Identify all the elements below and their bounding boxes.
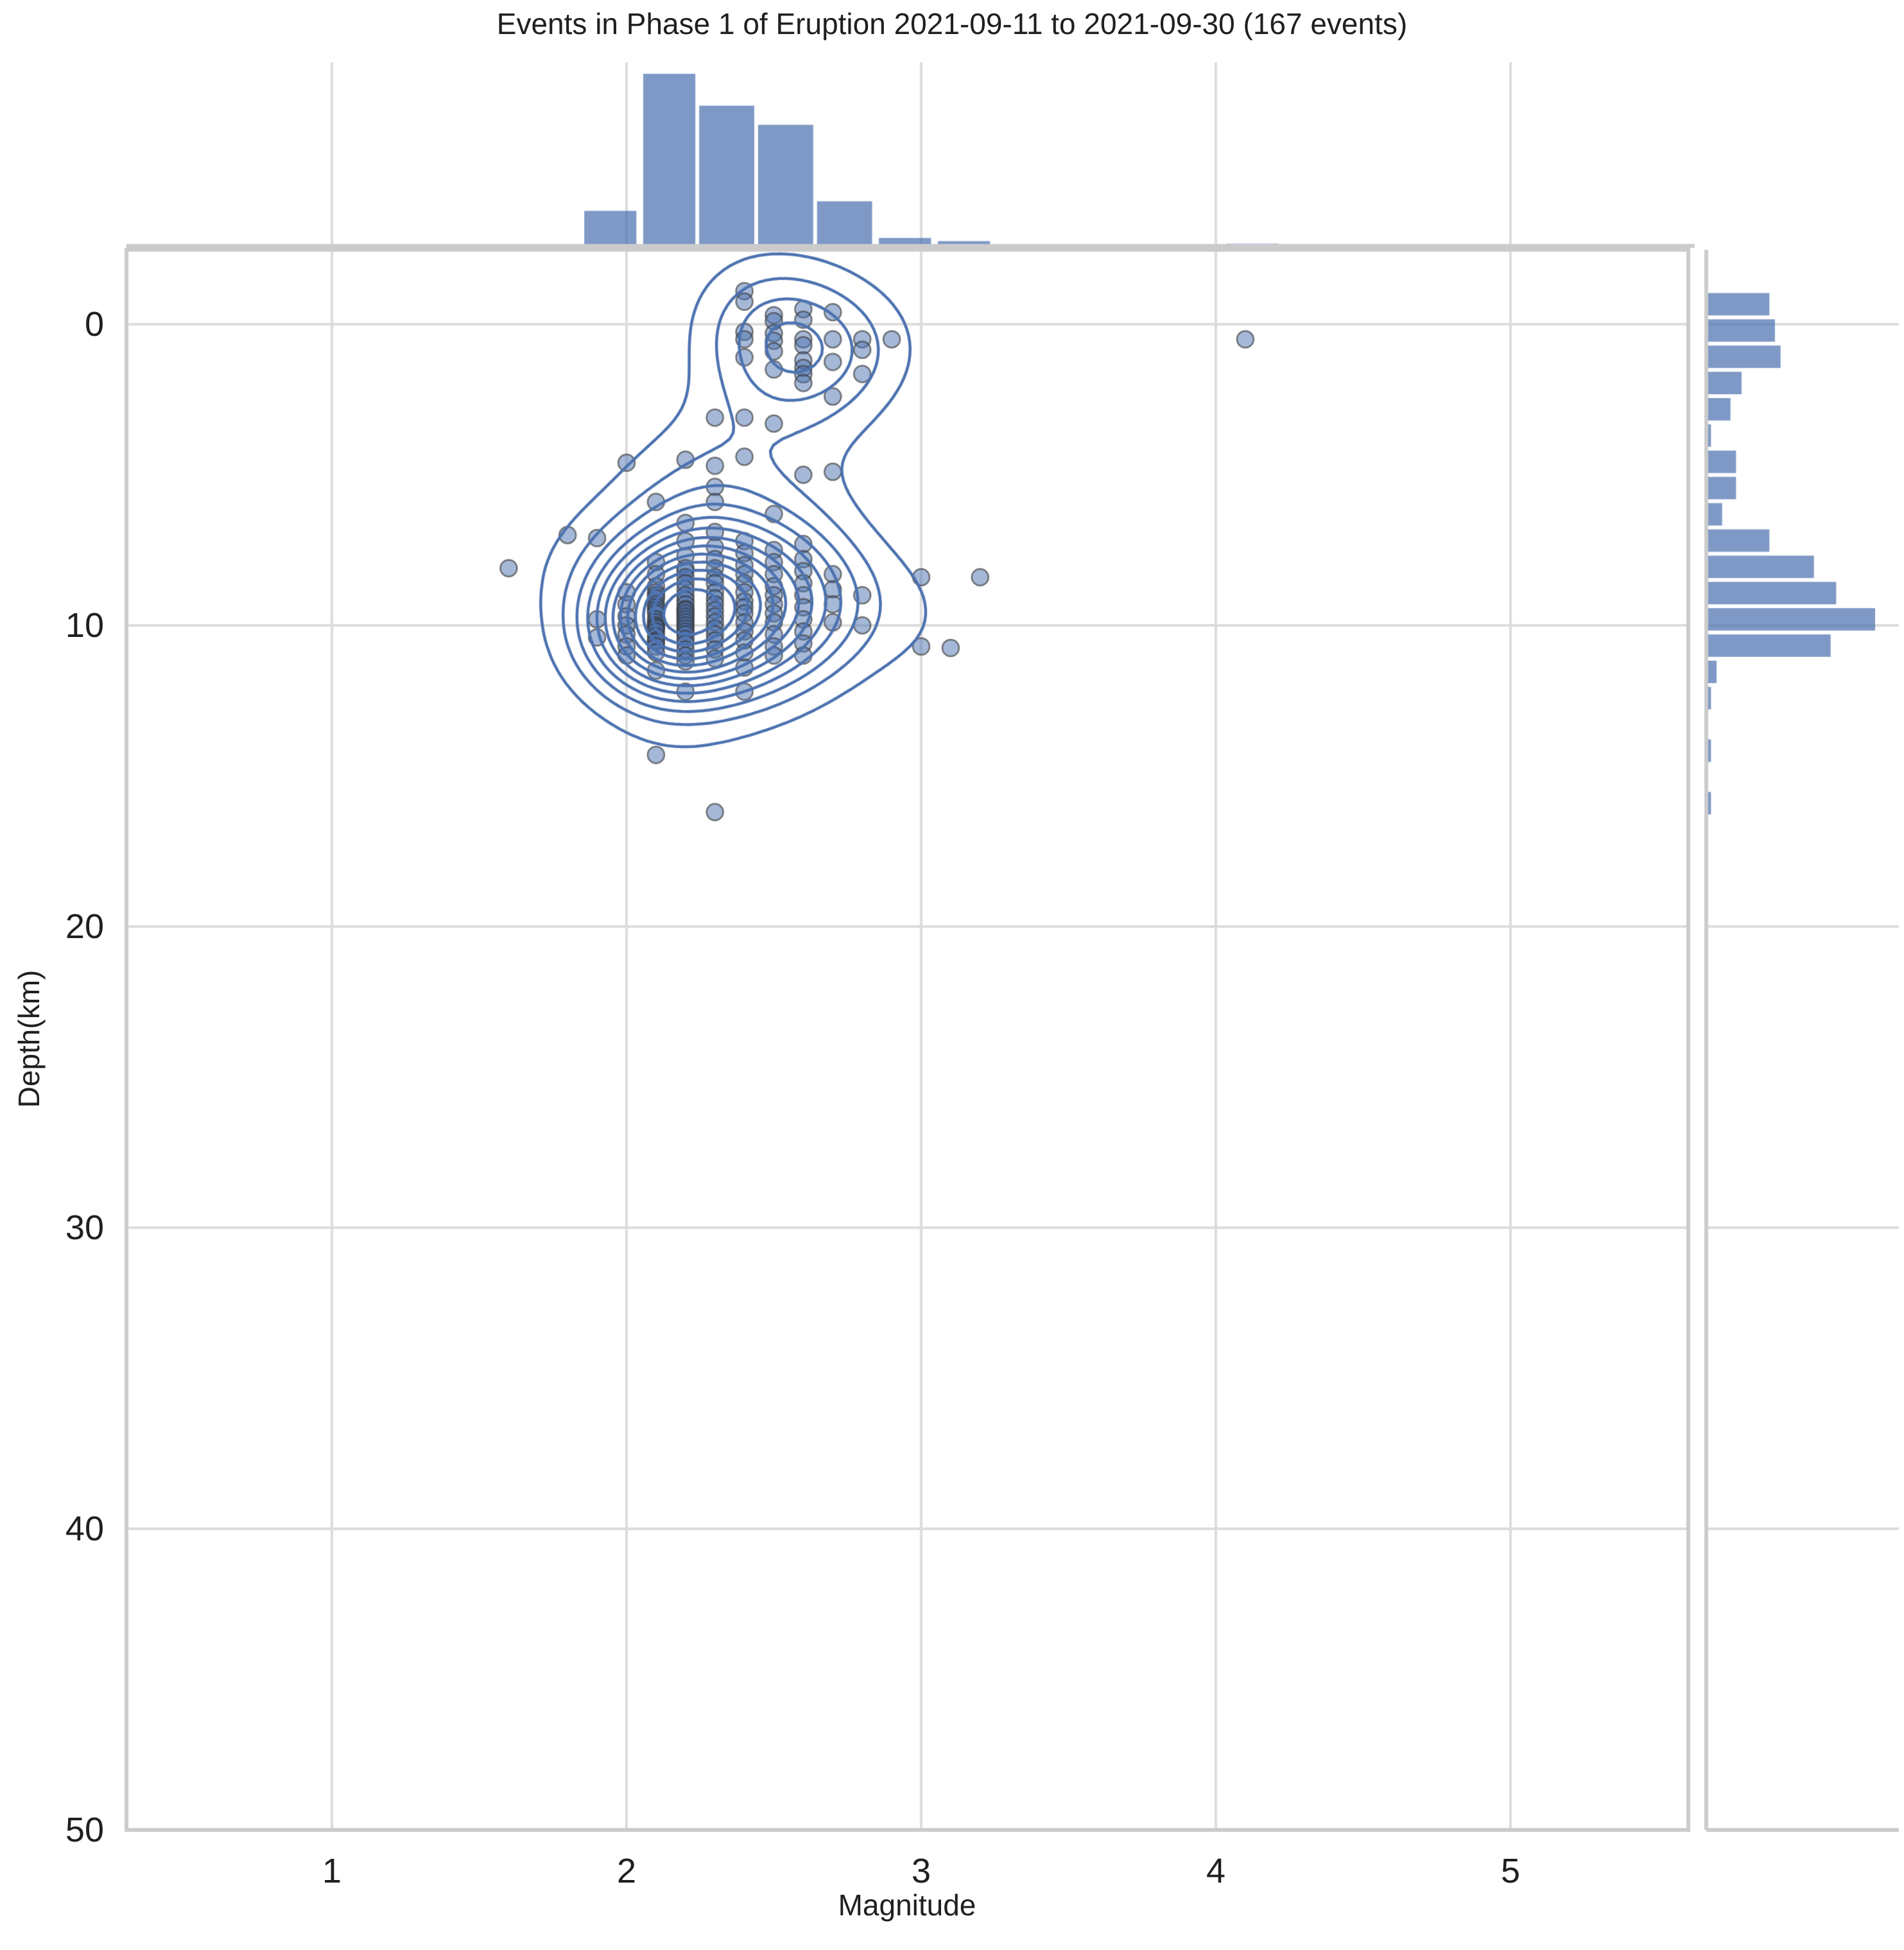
y-tick-10: 10 — [65, 606, 104, 645]
x-tick-4: 4 — [1206, 1852, 1226, 1890]
x-tick-5: 5 — [1500, 1852, 1521, 1890]
x-tick-2: 2 — [616, 1852, 637, 1890]
x-tick-3: 3 — [911, 1852, 931, 1890]
x-tick-1: 1 — [322, 1852, 342, 1890]
y-axis-label: Depth(km) — [12, 970, 46, 1108]
y-tick-0: 0 — [84, 305, 104, 344]
y-tick-30: 30 — [65, 1208, 104, 1247]
y-tick-20: 20 — [65, 907, 104, 946]
y-tick-40: 40 — [65, 1510, 104, 1548]
y-tick-50: 50 — [65, 1811, 104, 1849]
chart-title: Events in Phase 1 of Eruption 2021-09-11… — [496, 7, 1408, 40]
x-axis-label: Magnitude — [838, 1888, 976, 1922]
